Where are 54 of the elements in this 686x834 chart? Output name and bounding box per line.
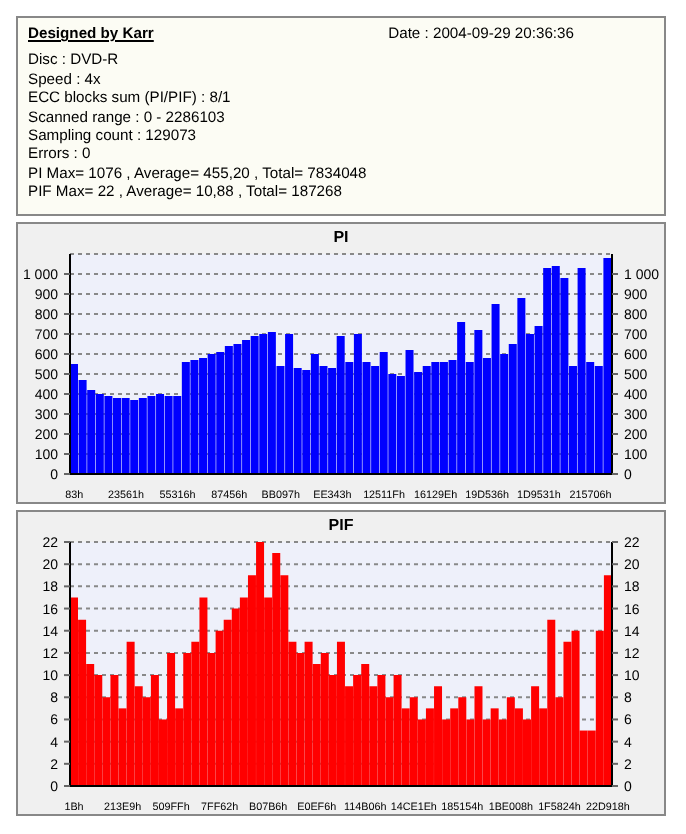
bar: [250, 336, 259, 474]
bar: [190, 360, 199, 474]
bar: [531, 686, 540, 786]
bar: [310, 354, 319, 474]
bar: [361, 664, 370, 786]
bar: [379, 352, 388, 474]
bar: [199, 597, 208, 786]
bar: [104, 396, 113, 474]
bar: [121, 398, 130, 474]
bar: [336, 641, 345, 786]
bar: [95, 394, 104, 474]
bar: [110, 675, 119, 786]
bar: [138, 398, 147, 474]
bar: [434, 686, 443, 786]
bar: [457, 322, 466, 474]
bar: [256, 542, 265, 786]
bar: [547, 619, 556, 786]
bar: [431, 362, 440, 474]
bar: [571, 630, 580, 786]
bar: [474, 686, 483, 786]
bar: [377, 675, 386, 786]
bar: [167, 652, 176, 786]
bar: [409, 697, 418, 786]
bar: [181, 362, 190, 474]
bar: [336, 336, 345, 474]
bar: [405, 350, 414, 474]
bar: [272, 553, 281, 786]
bar: [147, 396, 156, 474]
bar: [458, 697, 467, 786]
bar: [267, 332, 276, 474]
bar: [164, 396, 173, 474]
bar: [491, 304, 500, 474]
bar: [422, 366, 431, 474]
bar: [551, 266, 560, 474]
bar: [216, 352, 225, 474]
bar: [207, 354, 216, 474]
bar: [490, 708, 499, 786]
chart-title: PIF: [326, 514, 356, 534]
bar: [259, 334, 268, 474]
bar: [233, 344, 242, 474]
chart-title: PI: [331, 226, 351, 246]
bar: [543, 268, 552, 474]
bar: [320, 652, 329, 786]
bar: [577, 268, 586, 474]
bar: [393, 675, 402, 786]
bar: [304, 641, 313, 786]
bar: [474, 330, 483, 474]
bar: [603, 258, 612, 474]
bar: [150, 675, 159, 786]
bar: [224, 346, 233, 474]
bar: [130, 400, 139, 474]
bar: [126, 641, 135, 786]
bar: [517, 298, 526, 474]
bar: [506, 697, 515, 786]
